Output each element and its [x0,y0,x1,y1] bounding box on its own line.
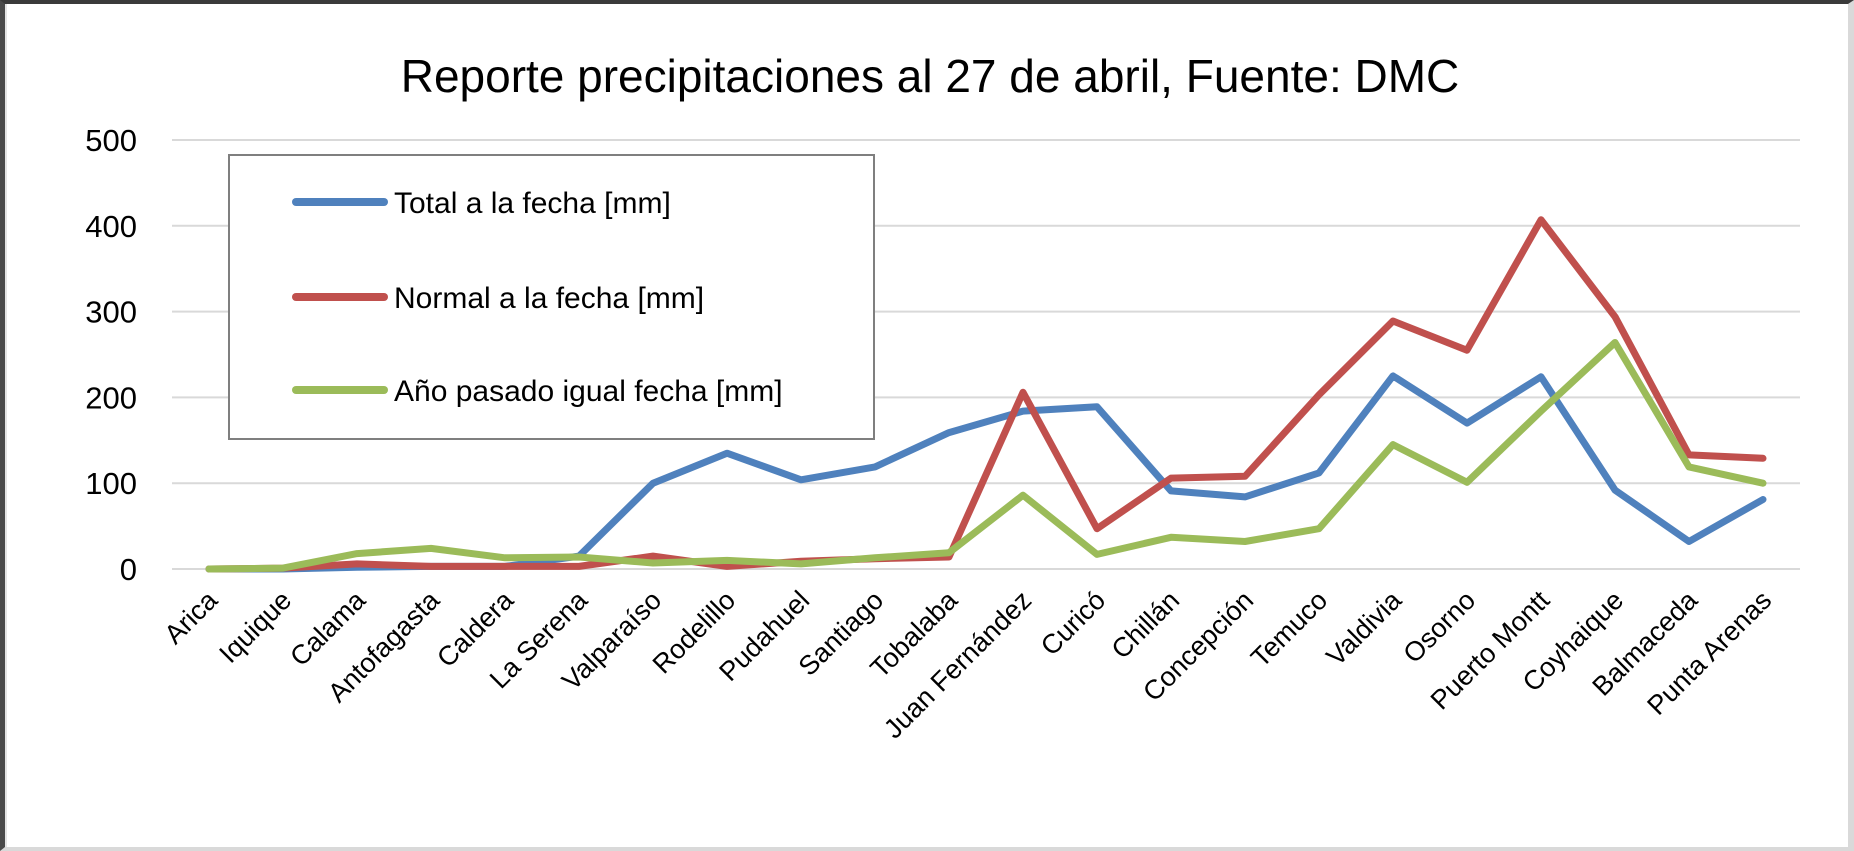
y-tick-label: 100 [85,466,137,501]
x-tick-label: Iquique [213,585,297,669]
x-tick-label: Temuco [1245,585,1333,673]
y-tick-label: 500 [85,123,137,158]
legend-label-last-year: Año pasado igual fecha [mm] [394,375,783,408]
legend-item-last-year[interactable]: Año pasado igual fecha [mm] [292,375,783,408]
y-tick-label: 0 [120,552,137,587]
series-line [205,216,1767,573]
y-tick-label: 300 [85,295,137,330]
chart-title: Reporte precipitaciones al 27 de abril, … [401,50,1460,102]
x-tick-label: Curicó [1035,585,1111,661]
series-lines [205,216,1767,573]
y-tick-label: 200 [85,380,137,415]
chart-frame-inner [5,4,1848,847]
legend-label-normal: Normal a la fecha [mm] [394,282,704,315]
y-axis-labels: 0 100 200 300 400 500 [85,123,137,587]
legend-item-normal[interactable]: Normal a la fecha [mm] [292,282,704,315]
legend-label-total: Total a la fecha [mm] [394,187,671,220]
legend: Total a la fecha [mm] Normal a la fecha … [228,154,875,440]
legend-item-total[interactable]: Total a la fecha [mm] [292,187,671,220]
y-tick-label: 400 [85,209,137,244]
series-line [205,339,1767,573]
x-tick-label: Arica [159,584,224,649]
x-tick-label: Valdivia [1321,584,1408,671]
